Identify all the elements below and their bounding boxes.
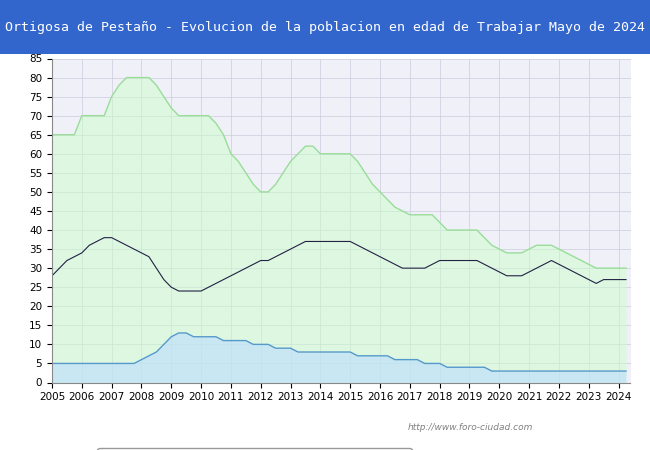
Legend: Ocupados, Parados, Hab. entre 16-64: Ocupados, Parados, Hab. entre 16-64 xyxy=(98,448,411,450)
Text: http://www.foro-ciudad.com: http://www.foro-ciudad.com xyxy=(408,423,533,432)
Text: Ortigosa de Pestaño - Evolucion de la poblacion en edad de Trabajar Mayo de 2024: Ortigosa de Pestaño - Evolucion de la po… xyxy=(5,21,645,33)
